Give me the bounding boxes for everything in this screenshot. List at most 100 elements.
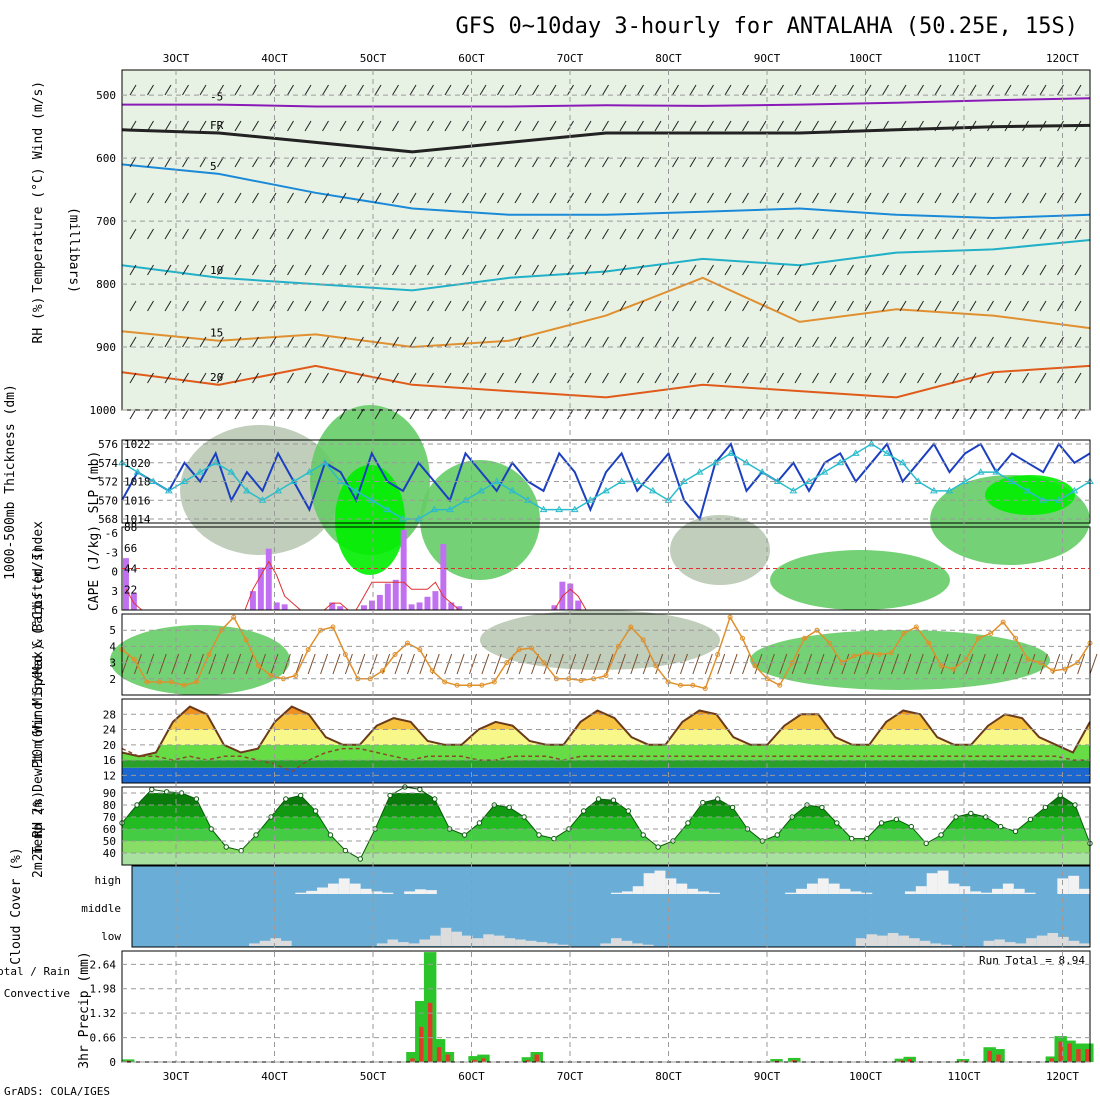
wind-barb — [689, 300, 697, 312]
wind-barb — [584, 372, 592, 384]
wind-barb — [847, 300, 854, 312]
wind-barb — [619, 192, 627, 204]
cloud-high-bar — [937, 870, 949, 894]
wind-barb — [427, 192, 434, 204]
y-tick-pressure: 600 — [96, 152, 116, 165]
rh2m-point — [476, 820, 483, 826]
wind-barb — [707, 336, 714, 348]
surface-wind-barb — [605, 653, 614, 675]
wind-barb — [917, 372, 924, 384]
cloud-high-bar — [382, 892, 394, 894]
wind-barb — [654, 300, 662, 312]
precip-conv-bar — [1085, 1049, 1090, 1062]
surface-wind-barb — [779, 653, 788, 675]
wind-barb — [182, 120, 189, 132]
wind-barb — [182, 84, 189, 96]
y-tick-wind: 4 — [109, 640, 116, 653]
precip-conv-bar — [472, 1059, 477, 1062]
cloud-low-bar — [493, 935, 505, 946]
wind-barb — [1004, 228, 1012, 240]
surface-wind-barb — [568, 653, 577, 675]
wind-barb — [549, 156, 557, 168]
cape-bar — [281, 604, 288, 610]
wind-barb — [199, 192, 207, 204]
side-label-cape: CAPE (J/kg) — [87, 525, 102, 611]
x-tick-top: 9OCT — [754, 52, 781, 65]
surface-wind-barb — [729, 653, 738, 675]
wind-barb — [409, 372, 417, 384]
cloud-high-bar — [904, 891, 916, 894]
surface-wind-barb — [456, 653, 465, 675]
y-tick-pressure: 700 — [96, 215, 116, 228]
wind-barb — [217, 192, 224, 204]
cloud-low-bar — [632, 943, 643, 946]
rh-contour-region — [420, 460, 540, 580]
wind-barb — [584, 264, 592, 276]
precip-total-bar — [894, 1058, 908, 1062]
cape-bar — [329, 602, 336, 610]
wind-barb — [882, 408, 889, 420]
wind-barb — [987, 84, 994, 96]
cloud-low-bar — [515, 939, 526, 946]
precip-total-bar — [788, 1057, 801, 1062]
wind-barb — [934, 372, 942, 384]
wind-barb — [759, 156, 767, 168]
wind-barb — [269, 300, 277, 312]
wind-barb — [1074, 300, 1082, 312]
wind-barb — [532, 264, 539, 276]
wind-barb — [374, 228, 382, 240]
wind-barb — [392, 192, 399, 204]
wind-barb — [777, 156, 784, 168]
wind-barb — [829, 336, 837, 348]
wind-barb — [549, 408, 557, 420]
wind-barb — [287, 264, 294, 276]
wind-barb — [444, 336, 452, 348]
surface-wind-barb — [853, 653, 862, 675]
wind-barb — [724, 408, 732, 420]
wind-barb — [252, 84, 259, 96]
wind-barb — [917, 84, 924, 96]
wind-barb — [462, 300, 469, 312]
wind-barb — [742, 336, 749, 348]
rh2m-point — [834, 820, 840, 826]
wind-barb — [724, 192, 732, 204]
side-label-precip-conv: Convective — [4, 987, 70, 1000]
wind-barb — [322, 372, 329, 384]
rh2m-point — [432, 796, 438, 802]
surface-wind-barb — [531, 653, 540, 675]
wind-barb — [952, 336, 959, 348]
wind-barb — [357, 156, 364, 168]
cloud-high-bar — [1057, 878, 1069, 894]
wind-barb — [199, 264, 207, 276]
wind-barb — [532, 156, 539, 168]
rh2m-point — [342, 847, 349, 854]
wind-barb — [987, 228, 994, 240]
wind-barb — [829, 264, 837, 276]
cloud-low-bar — [504, 938, 516, 946]
wind-barb — [199, 120, 207, 132]
wind-barb — [357, 372, 364, 384]
wind-barb — [707, 84, 714, 96]
wind-barb — [637, 156, 644, 168]
wind-barb — [339, 156, 347, 168]
wind-barb — [479, 120, 487, 132]
wind-speed-point — [975, 635, 981, 641]
wind-barb — [987, 156, 994, 168]
cloud-high-bar — [1068, 875, 1080, 894]
surface-wind-barb — [332, 653, 341, 675]
precip-conv-bar — [410, 1058, 415, 1062]
cape-bar — [123, 558, 129, 610]
rh2m-point — [253, 832, 259, 838]
wind-barb — [129, 228, 137, 240]
y-tick-thickness: 572 — [98, 476, 118, 489]
wind-barb — [724, 300, 732, 312]
cloud-low-bar — [994, 939, 1005, 946]
rh2m-point — [1027, 816, 1034, 823]
y-tick-rh: 80 — [103, 799, 116, 812]
rh2m-point — [655, 844, 661, 850]
wind-speed-point — [342, 652, 348, 657]
cloud-low-bar — [536, 942, 548, 946]
wind-barb — [952, 120, 959, 132]
precip-conv-bar — [898, 1060, 904, 1062]
rh2m-point — [149, 786, 155, 793]
